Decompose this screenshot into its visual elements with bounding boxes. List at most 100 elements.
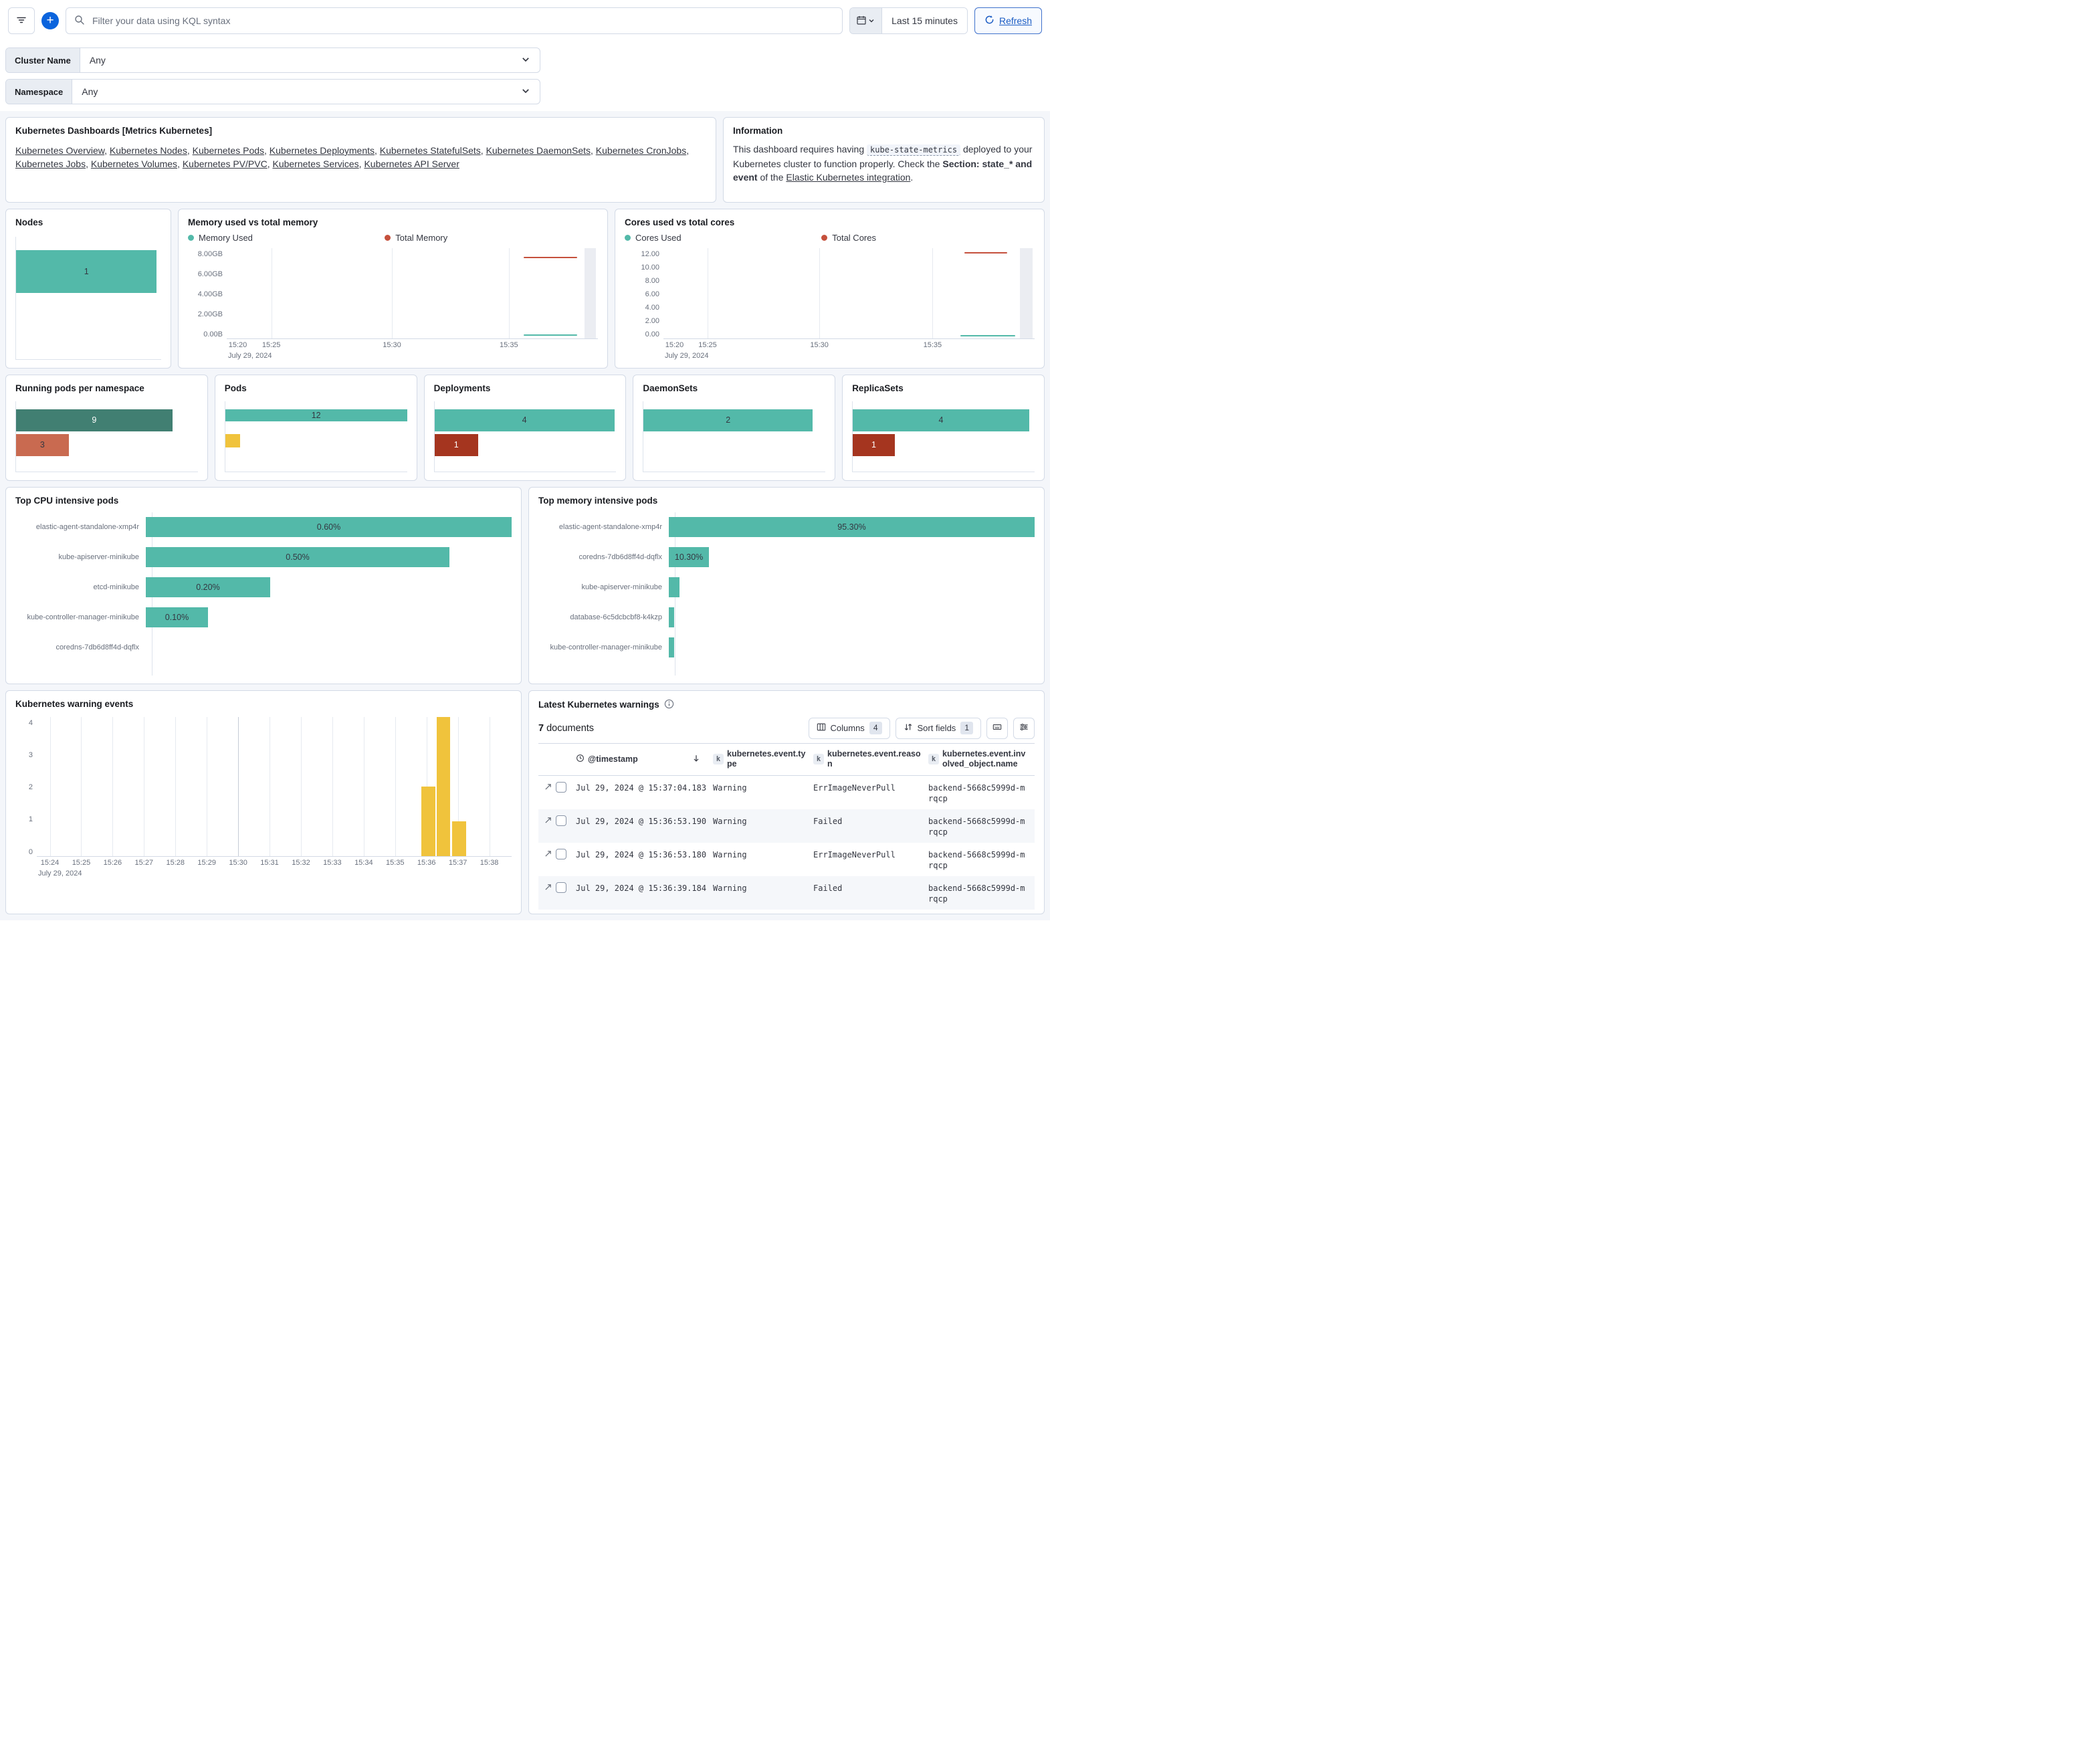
- filter-menu-button[interactable]: [8, 7, 35, 34]
- add-filter-button[interactable]: +: [41, 12, 59, 29]
- legend-item[interactable]: Memory Used: [188, 233, 385, 243]
- bar-chart: elastic-agent-standalone-xmp4r 0.60% kube-…: [15, 512, 512, 676]
- bar: 2: [643, 409, 813, 431]
- dashboard-link[interactable]: Kubernetes PV/PVC: [182, 159, 268, 169]
- panel-title: Kubernetes warning events: [15, 698, 134, 709]
- bar-track: 0.10%: [146, 607, 512, 627]
- chevron-down-icon: [521, 55, 530, 66]
- bar-track: 0.20%: [146, 577, 512, 597]
- panel-title: Top memory intensive pods: [538, 495, 658, 506]
- bar-value-label: 1: [453, 440, 459, 449]
- integration-link[interactable]: Elastic Kubernetes integration: [786, 172, 911, 183]
- dashboard-link[interactable]: Kubernetes StatefulSets: [379, 145, 481, 156]
- legend-item[interactable]: Total Memory: [385, 233, 581, 243]
- expand-row-button[interactable]: [540, 883, 556, 894]
- column-header-timestamp[interactable]: @timestamp: [576, 754, 713, 765]
- bar: 1: [853, 433, 895, 456]
- column-header-event-reason[interactable]: k kubernetes.event.reason: [813, 749, 928, 769]
- legend-label: Total Memory: [395, 232, 448, 243]
- search-input[interactable]: [91, 15, 835, 27]
- date-picker-calendar-button[interactable]: [850, 8, 883, 33]
- cell-timestamp: Jul 29, 2024 @ 15:36:53.190: [576, 816, 707, 826]
- bar-chart: 2: [643, 401, 826, 472]
- legend-item[interactable]: Total Cores: [821, 233, 1018, 243]
- dashboard-link[interactable]: Kubernetes Nodes: [109, 145, 187, 156]
- filter-icon: [16, 15, 27, 27]
- x-axis-date-label: July 29, 2024: [665, 351, 709, 360]
- info-icon[interactable]: [664, 699, 674, 711]
- y-axis-tick: 0: [28, 847, 33, 856]
- x-axis-tick: 15:31: [260, 858, 279, 867]
- namespace-select[interactable]: Any: [72, 80, 540, 104]
- panel-title: Memory used vs total memory: [188, 217, 318, 227]
- row-checkbox[interactable]: [556, 781, 566, 793]
- refresh-button[interactable]: Refresh: [974, 7, 1042, 34]
- bar: [669, 607, 675, 627]
- pod-name-label: kube-controller-manager-minikube: [27, 613, 139, 621]
- inline-code: kube-state-metrics: [867, 144, 961, 156]
- row-checkbox[interactable]: [556, 815, 566, 826]
- bar-row: kube-apiserver-minikube 0.50%: [15, 542, 512, 573]
- sort-fields-button[interactable]: Sort fields 1: [895, 717, 981, 739]
- x-axis-tick: 15:35: [500, 340, 518, 349]
- dashboard-link[interactable]: Kubernetes Overview: [15, 145, 105, 156]
- legend-item[interactable]: Cores Used: [625, 233, 821, 243]
- x-axis: 15:20 15:25 15:30 15:35: [227, 341, 598, 351]
- cluster-name-select[interactable]: Any: [80, 48, 540, 72]
- sort-desc-icon: [692, 754, 701, 765]
- document-count: 7 documents: [538, 722, 595, 734]
- panel-nodes: Nodes 1: [5, 208, 171, 369]
- time-range-button[interactable]: Last 15 minutes: [882, 8, 967, 33]
- dashboard-link[interactable]: Kubernetes Deployments: [269, 145, 375, 156]
- bar: [669, 637, 675, 657]
- sliders-icon: [1019, 722, 1029, 734]
- sort-count-badge: 1: [960, 722, 973, 734]
- bar: 0.10%: [146, 607, 208, 627]
- dashboard-link[interactable]: Kubernetes Jobs: [15, 159, 86, 169]
- dashboard-link[interactable]: Kubernetes Services: [272, 159, 359, 169]
- panel-title: Cores used vs total cores: [625, 217, 735, 227]
- row-checkbox[interactable]: [556, 848, 566, 859]
- panel-title: ReplicaSets: [852, 383, 904, 393]
- gridline: [332, 716, 333, 856]
- column-header-object-name[interactable]: k kubernetes.event.involved_object.name: [928, 749, 1035, 769]
- legend-label: Total Cores: [832, 232, 876, 243]
- refresh-icon: [984, 15, 994, 27]
- x-axis-date-label: July 29, 2024: [228, 351, 272, 360]
- pod-name-label: elastic-agent-standalone-xmp4r: [558, 523, 662, 531]
- panel-memory-chart: Memory used vs total memory Memory Used T…: [178, 208, 608, 369]
- chevron-down-icon: [868, 16, 875, 26]
- dashboard-link[interactable]: Kubernetes Pods: [192, 145, 265, 156]
- pod-name-label: etcd-minikube: [93, 583, 139, 591]
- pod-name-label: coredns-7db6d8ff4d-dqflx: [56, 643, 139, 651]
- dashboard-link[interactable]: Kubernetes Volumes: [90, 159, 178, 169]
- expand-row-button[interactable]: [540, 783, 556, 793]
- table-body: Jul 29, 2024 @ 15:37:04.183 Warning ErrIma…: [538, 776, 1035, 910]
- plot-area: [37, 716, 512, 857]
- expand-row-button[interactable]: [540, 849, 556, 860]
- columns-button[interactable]: Columns 4: [808, 717, 890, 739]
- dashboard-link[interactable]: Kubernetes DaemonSets: [486, 145, 591, 156]
- bar-value-label: 3: [39, 440, 45, 449]
- dashboard-link[interactable]: Kubernetes CronJobs: [595, 145, 687, 156]
- x-axis-date-label: July 29, 2024: [38, 869, 82, 878]
- series-line: [964, 252, 1008, 254]
- expand-row-button[interactable]: [540, 816, 556, 827]
- row-checkbox[interactable]: [556, 882, 566, 893]
- keyboard-shortcuts-button[interactable]: [986, 717, 1008, 739]
- x-axis: 15:20 15:25 15:30 15:35: [663, 341, 1035, 351]
- bar: 95.30%: [669, 517, 1035, 537]
- panel-deployments: Deployments 4 1: [423, 374, 627, 481]
- bar-value-label: 9: [92, 415, 97, 425]
- dashboard-link[interactable]: Kubernetes API Server: [364, 159, 459, 169]
- panel-running-pods: Running pods per namespace 9 3: [5, 374, 208, 481]
- display-options-button[interactable]: [1013, 717, 1035, 739]
- y-axis-tick: 0.00B: [203, 330, 223, 338]
- gridline: [49, 716, 51, 856]
- series-line: [524, 334, 578, 336]
- kql-search-box[interactable]: [66, 7, 843, 34]
- bar: 3: [16, 433, 69, 456]
- dashboard-links: Kubernetes Overview, Kubernetes Nodes, K…: [15, 145, 690, 169]
- column-header-event-type[interactable]: k kubernetes.event.type: [713, 749, 813, 769]
